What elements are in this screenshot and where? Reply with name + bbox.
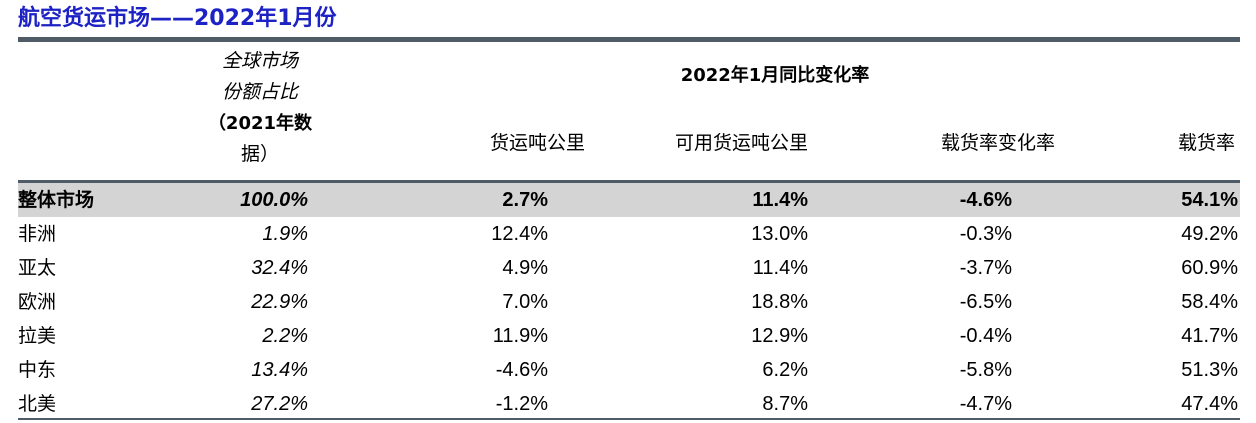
cell-share: 13.4% xyxy=(251,359,308,381)
cell-lf-change: -0.4% xyxy=(959,325,1012,347)
top-rule xyxy=(18,37,1240,42)
cell-ctk: 11.9% xyxy=(492,325,548,347)
cell-lf-change: -4.6% xyxy=(959,189,1012,211)
cell-region: 北美 xyxy=(18,393,57,415)
header-col-actk: 可用货运吨公里 xyxy=(674,132,808,154)
table-row: 中东 13.4% -4.6% 6.2% -5.8% 51.3% xyxy=(18,353,1240,387)
cell-ctk: -4.6% xyxy=(495,359,548,381)
cell-ctk: 12.4% xyxy=(491,223,548,245)
cell-lf-change: -4.7% xyxy=(959,393,1012,415)
cell-lf: 51.3% xyxy=(1181,359,1238,381)
cell-lf: 54.1% xyxy=(1181,189,1238,211)
cell-lf-change: -5.8% xyxy=(959,359,1012,381)
cell-share: 22.9% xyxy=(251,291,308,313)
header-rule xyxy=(18,180,1240,183)
table-row: 欧洲 22.9% 7.0% 18.8% -6.5% 58.4% xyxy=(18,285,1240,319)
cell-lf: 60.9% xyxy=(1181,257,1238,279)
header-share-line-2: 份额占比 xyxy=(221,81,298,103)
table-row-total: 整体市场 100.0% 2.7% 11.4% -4.6% 54.1% xyxy=(18,183,1240,217)
header-market-share: 全球市场 份额占比 （2021年数 据） xyxy=(170,46,350,170)
cell-actk: 13.0% xyxy=(751,223,808,245)
cell-lf: 49.2% xyxy=(1181,223,1238,245)
cell-actk: 18.8% xyxy=(751,291,808,313)
cell-region: 整体市场 xyxy=(18,189,95,211)
cell-lf: 41.7% xyxy=(1181,325,1238,347)
bottom-rule xyxy=(18,418,1240,420)
cell-share: 2.2% xyxy=(262,325,308,347)
cell-actk: 11.4% xyxy=(752,189,808,211)
cell-region: 欧洲 xyxy=(18,291,57,313)
cell-actk: 6.2% xyxy=(762,359,808,381)
cell-share: 100.0% xyxy=(240,189,308,211)
cell-share: 27.2% xyxy=(251,393,308,415)
cell-ctk: 4.9% xyxy=(502,257,548,279)
cell-actk: 11.4% xyxy=(752,257,808,279)
header-share-line-3: （2021年数 xyxy=(207,113,313,134)
cell-ctk: 2.7% xyxy=(502,189,548,211)
table-row: 亚太 32.4% 4.9% 11.4% -3.7% 60.9% xyxy=(18,251,1240,285)
header-col-lf: 载货率 xyxy=(1177,132,1235,154)
cell-region: 非洲 xyxy=(18,223,57,245)
header-col-lf-change: 载货率变化率 xyxy=(940,132,1055,154)
cell-ctk: 7.0% xyxy=(502,291,548,313)
cell-region: 拉美 xyxy=(18,325,57,347)
header-share-line-4: 据） xyxy=(240,143,279,165)
cell-actk: 12.9% xyxy=(751,325,808,347)
cell-region: 亚太 xyxy=(18,257,57,279)
header-share-line-1: 全球市场 xyxy=(221,50,298,72)
table-row: 北美 27.2% -1.2% 8.7% -4.7% 47.4% xyxy=(18,387,1240,421)
cell-lf-change: -6.5% xyxy=(959,291,1012,313)
cell-lf-change: -0.3% xyxy=(959,223,1012,245)
table-row: 非洲 1.9% 12.4% 13.0% -0.3% 49.2% xyxy=(18,217,1240,251)
header-group-yoy: 2022年1月同比变化率 xyxy=(680,65,870,86)
cell-lf: 47.4% xyxy=(1181,393,1238,415)
cell-lf: 58.4% xyxy=(1181,291,1238,313)
table-row: 拉美 2.2% 11.9% 12.9% -0.4% 41.7% xyxy=(18,319,1240,353)
cell-region: 中东 xyxy=(18,359,57,381)
page-title: 航空货运市场——2022年1月份 xyxy=(18,6,337,31)
cell-share: 1.9% xyxy=(262,223,308,245)
header-col-ctk: 货运吨公里 xyxy=(489,132,585,154)
cell-share: 32.4% xyxy=(251,257,308,279)
cell-lf-change: -3.7% xyxy=(959,257,1012,279)
cell-actk: 8.7% xyxy=(762,393,808,415)
cell-ctk: -1.2% xyxy=(495,393,548,415)
